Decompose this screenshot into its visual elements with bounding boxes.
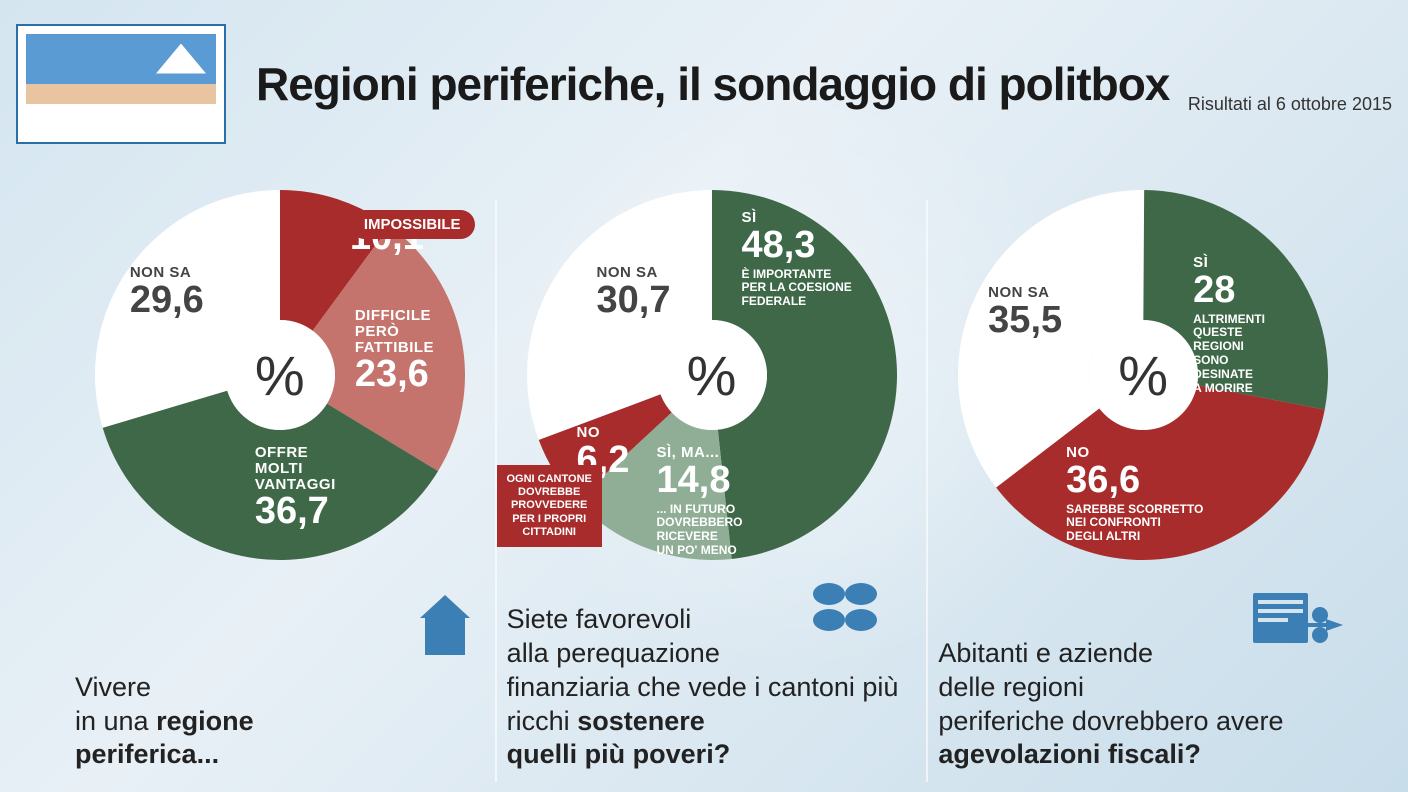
slice-label: NON SA35,5 — [988, 285, 1138, 341]
panel-2: % SÌ48,3È IMPORTANTEPER LA COESIONEFEDER… — [497, 190, 927, 792]
slice-label: SÌ28ALTRIMENTIQUESTEREGIONISONODESINATEA… — [1193, 255, 1343, 395]
panels-row: % 10,1DIFFICILEPERÒFATTIBILE23,6OFFREMOL… — [65, 190, 1358, 792]
slice-label: NON SA30,7 — [597, 265, 747, 321]
panel-3: % SÌ28ALTRIMENTIQUESTEREGIONISONODESINAT… — [928, 190, 1358, 792]
slice-label: NO36,6SAREBBE SCORRETTONEI CONFRONTIDEGL… — [1066, 445, 1266, 544]
question-2: Siete favorevolialla perequazionefinanzi… — [507, 603, 917, 772]
header: Regioni periferiche, il sondaggio di pol… — [16, 16, 1392, 151]
page-subtitle: Risultati al 6 ottobre 2015 — [1188, 94, 1392, 115]
no-callout: OGNI CANTONEDOVREBBEPROVVEDEREPER I PROP… — [497, 465, 602, 547]
house-icon — [415, 590, 475, 665]
impossible-badge: IMPOSSIBILE — [350, 210, 475, 239]
slice-label: SÌ48,3È IMPORTANTEPER LA COESIONEFEDERAL… — [742, 210, 912, 309]
logo-box — [16, 24, 226, 144]
percent-symbol: % — [225, 320, 335, 430]
panel-1: % 10,1DIFFICILEPERÒFATTIBILE23,6OFFREMOL… — [65, 190, 495, 792]
slice-label: OFFREMOLTIVANTAGGI36,7 — [255, 445, 405, 532]
question-3: Abitanti e aziendedelle regioniperiferic… — [938, 637, 1348, 772]
page-title: Regioni periferiche, il sondaggio di pol… — [256, 57, 1169, 111]
logo-image — [26, 34, 216, 134]
question-1: Viverein una regioneperiferica... — [75, 671, 485, 772]
percent-symbol: % — [657, 320, 767, 430]
slice-label: DIFFICILEPERÒFATTIBILE23,6 — [355, 308, 505, 395]
slice-label: NON SA29,6 — [130, 265, 280, 321]
